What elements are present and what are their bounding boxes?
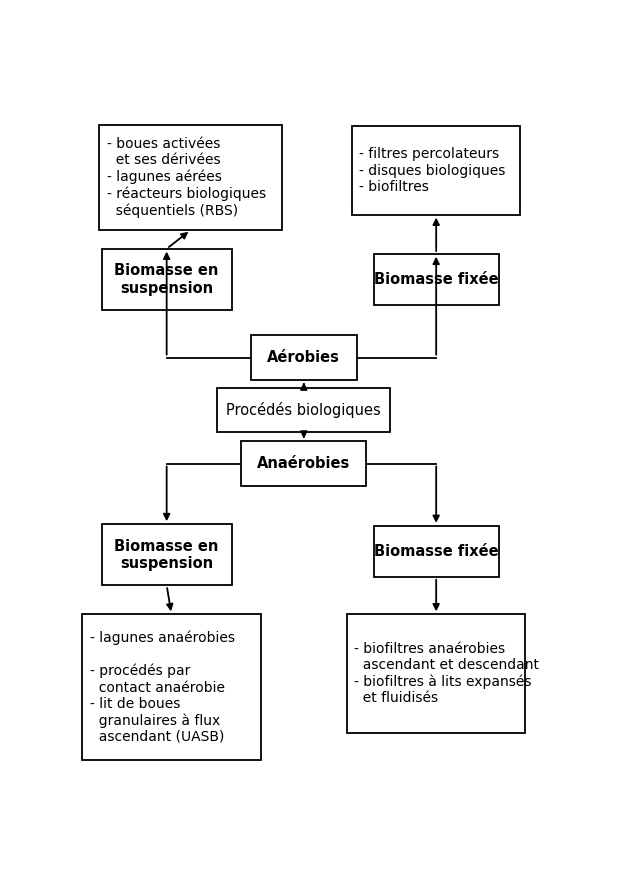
Text: - filtres percolateurs
- disques biologiques
- biofiltres: - filtres percolateurs - disques biologi… (359, 147, 505, 193)
FancyBboxPatch shape (102, 249, 232, 310)
FancyBboxPatch shape (217, 388, 391, 432)
FancyBboxPatch shape (374, 525, 499, 577)
FancyBboxPatch shape (99, 125, 282, 230)
Text: Aérobies: Aérobies (268, 350, 340, 365)
Text: - biofiltres anaérobies
  ascendant et descendant
- biofiltres à lits expansés
 : - biofiltres anaérobies ascendant et des… (355, 642, 540, 706)
Text: Biomasse fixée: Biomasse fixée (374, 272, 499, 287)
FancyBboxPatch shape (374, 253, 499, 305)
Text: Anaérobies: Anaérobies (257, 457, 350, 472)
FancyBboxPatch shape (83, 615, 261, 760)
FancyBboxPatch shape (241, 442, 366, 486)
Text: - lagunes anaérobies

- procédés par
  contact anaérobie
- lit de boues
  granul: - lagunes anaérobies - procédés par cont… (89, 630, 235, 743)
Text: Biomasse en
suspension: Biomasse en suspension (114, 263, 219, 296)
Text: Biomasse fixée: Biomasse fixée (374, 544, 499, 559)
Text: Biomasse en
suspension: Biomasse en suspension (114, 539, 219, 571)
FancyBboxPatch shape (251, 336, 356, 380)
FancyBboxPatch shape (352, 126, 520, 215)
Text: Procédés biologiques: Procédés biologiques (227, 402, 381, 418)
FancyBboxPatch shape (102, 525, 232, 585)
FancyBboxPatch shape (347, 615, 525, 733)
Text: - boues activées
  et ses dérivées
- lagunes aérées
- réacteurs biologiques
  sé: - boues activées et ses dérivées - lagun… (107, 137, 266, 217)
